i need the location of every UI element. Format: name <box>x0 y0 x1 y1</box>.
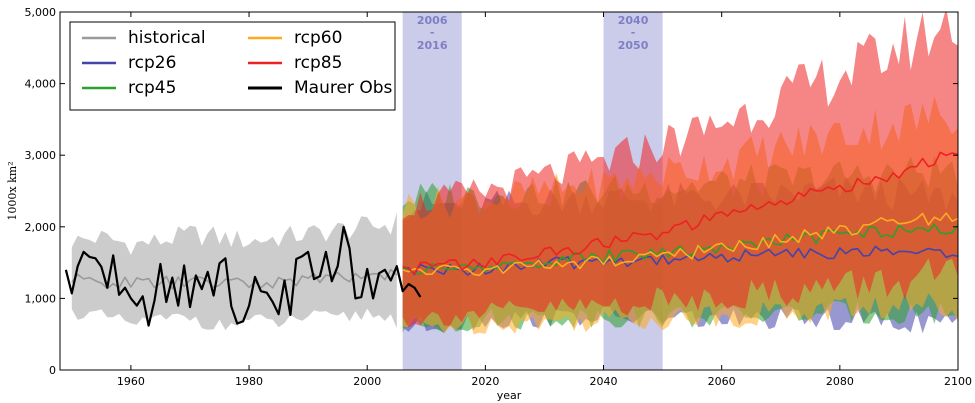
plot-frame <box>59 11 959 371</box>
y-tick-label-5000: 5,000 <box>25 6 57 19</box>
x-tick-label-1960: 1960 <box>117 375 145 388</box>
period-label-dash-0: - <box>430 26 435 39</box>
y-tick-label-1000: 1,000 <box>25 292 57 305</box>
legend-box <box>69 21 396 111</box>
series-line-historical <box>71 268 398 290</box>
plot-area <box>64 12 958 370</box>
legend-label-historical: historical <box>128 28 206 48</box>
period-label-start-1: 2040 <box>618 14 649 27</box>
period-label-dash-1: - <box>631 26 636 39</box>
period-label-end-0: 2016 <box>417 39 448 52</box>
band-rcp85 <box>402 12 958 328</box>
x-tick-label-2020: 2020 <box>471 375 499 388</box>
period-label-start-0: 2006 <box>417 14 448 27</box>
x-axis-label: year <box>497 389 522 402</box>
x-tick-label-1980: 1980 <box>235 375 263 388</box>
band-historical <box>71 212 397 331</box>
series-line-rcp85 <box>402 151 958 275</box>
y-tick-label-0: 0 <box>49 364 56 377</box>
legend-label-rcp85: rcp85 <box>294 53 342 73</box>
x-tick-label-2000: 2000 <box>353 375 381 388</box>
legend-label-maurer-obs: Maurer Obs <box>294 78 392 98</box>
legend: historical rcp26 rcp45 rcp60 rcp85 Maurer Obs <box>69 21 396 111</box>
legend-label-rcp26: rcp26 <box>128 53 176 73</box>
x-tick-label-2080: 2080 <box>826 375 854 388</box>
x-tick-label-2040: 2040 <box>590 375 618 388</box>
series-line-rcp45 <box>402 223 958 275</box>
x-tick-label-2060: 2060 <box>708 375 736 388</box>
x-tick-label-2100: 2100 <box>944 375 972 388</box>
series-line-rcp60 <box>402 212 958 277</box>
y-tick-label-2000: 2,000 <box>25 221 57 234</box>
axes-layer: 1960 1980 2000 2020 2040 2060 2080 2100 0 1,000 2,… <box>6 6 972 402</box>
y-tick-label-4000: 4,000 <box>25 78 57 91</box>
y-axis-label: 1000x km² <box>6 161 19 220</box>
legend-label-rcp60: rcp60 <box>294 28 342 48</box>
period-label-end-1: 2050 <box>618 39 649 52</box>
legend-label-rcp45: rcp45 <box>128 78 176 98</box>
series-line-maurer-obs <box>64 225 422 327</box>
y-tick-label-3000: 3,000 <box>25 149 57 162</box>
